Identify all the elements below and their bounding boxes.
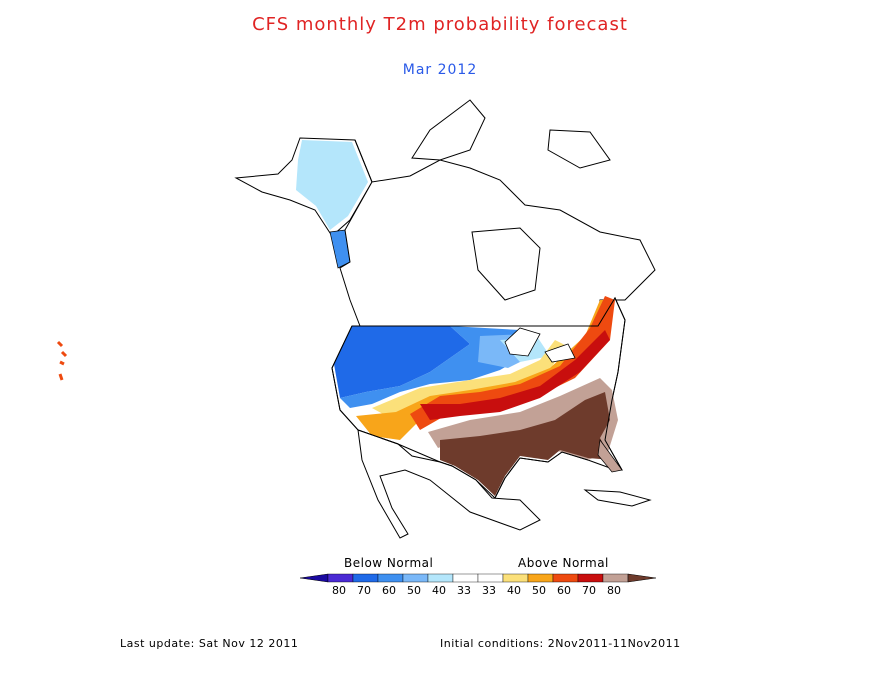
legend-tick-label: 60 (557, 584, 571, 597)
legend-tick-label: 70 (582, 584, 596, 597)
legend-swatch (502, 573, 529, 583)
greenland-fragment (547, 129, 611, 169)
cuba (583, 489, 652, 507)
legend-swatch (402, 573, 429, 583)
legend-tick-label: 80 (607, 584, 621, 597)
above-normal-70 (420, 330, 610, 420)
legend-tick-label: 60 (382, 584, 396, 597)
legend-swatch (452, 573, 479, 583)
page-title: CFS monthly T2m probability forecast (252, 14, 628, 35)
legend-swatch (602, 573, 629, 583)
legend-above-label: Above Normal (518, 556, 609, 570)
legend-tick-label: 33 (457, 584, 471, 597)
probability-legend: 80 70 60 50 40 33 33 40 50 60 70 80 (299, 573, 657, 597)
legend-below-label: Below Normal (344, 556, 434, 570)
initial-conditions-text: Initial conditions: 2Nov2011-11Nov2011 (440, 637, 681, 650)
above-normal-40 (372, 340, 565, 418)
legend-tick-label: 70 (357, 584, 371, 597)
legend-swatch (552, 573, 579, 583)
legend-tick-label: 40 (432, 584, 446, 597)
legend-tick-label: 50 (407, 584, 421, 597)
legend-arrow-above (627, 573, 657, 583)
above-normal-max (440, 392, 612, 496)
above-normal-50 (356, 300, 608, 440)
legend-swatch (527, 573, 554, 583)
legend-swatch (477, 573, 504, 583)
last-update-text: Last update: Sat Nov 12 2011 (120, 637, 299, 650)
legend-swatch (327, 573, 354, 583)
legend-arrow-below (299, 573, 329, 583)
legend-tick-label: 40 (507, 584, 521, 597)
hudson-bay (471, 227, 541, 301)
legend-tick-label: 50 (532, 584, 546, 597)
florida-area (597, 439, 623, 473)
forecast-month: Mar 2012 (402, 62, 478, 78)
legend-swatch (427, 573, 454, 583)
probability-map (56, 99, 656, 539)
legend-tick-label: 80 (332, 584, 346, 597)
hawaii-islands (56, 340, 68, 381)
alaska-below-normal-area (296, 140, 368, 230)
north-america-outline (331, 296, 626, 499)
arctic-islands (411, 99, 486, 161)
below-normal-60 (334, 326, 470, 398)
great-lakes (504, 327, 576, 363)
legend-swatch (577, 573, 604, 583)
legend-tick-label: 33 (482, 584, 496, 597)
legend-swatch (352, 573, 379, 583)
above-normal-60 (410, 296, 615, 430)
legend-swatch (377, 573, 404, 583)
